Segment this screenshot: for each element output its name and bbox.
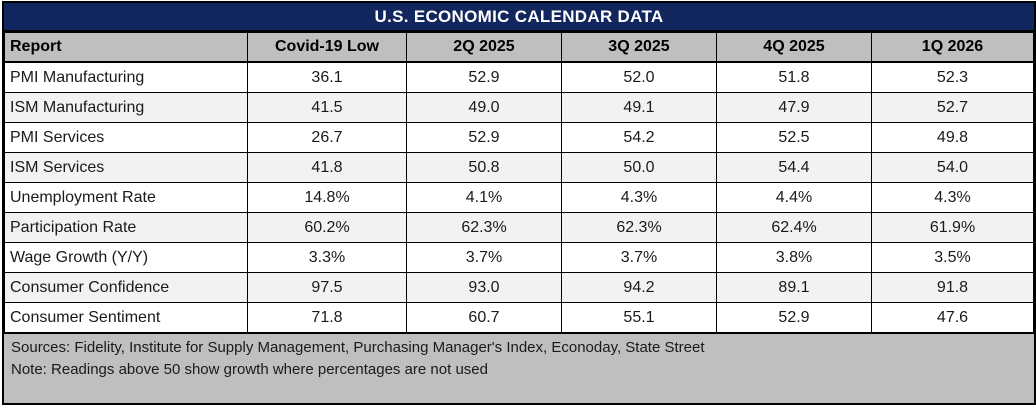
report-cell: PMI Manufacturing <box>4 61 248 93</box>
report-cell: Unemployment Rate <box>4 182 248 213</box>
value-cell: 54.2 <box>561 122 717 153</box>
column-header-covid-19-low: Covid-19 Low <box>247 32 407 63</box>
value-cell: 52.5 <box>716 122 872 153</box>
value-cell: 52.7 <box>871 92 1034 123</box>
value-cell: 49.1 <box>561 92 717 123</box>
column-header-2q-2025: 2Q 2025 <box>406 32 562 63</box>
value-cell: 3.7% <box>561 242 717 273</box>
column-header-3q-2025: 3Q 2025 <box>561 32 717 63</box>
table-row: Consumer Confidence 97.5 93.0 94.2 89.1 91.8 <box>4 272 1034 303</box>
value-cell: 54.4 <box>716 152 872 183</box>
value-cell: 4.3% <box>871 182 1034 213</box>
value-cell: 62.3% <box>561 212 717 243</box>
value-cell: 61.9% <box>871 212 1034 243</box>
value-cell: 62.4% <box>716 212 872 243</box>
value-cell: 26.7 <box>247 122 407 153</box>
value-cell: 49.8 <box>871 122 1034 153</box>
value-cell: 36.1 <box>247 61 407 93</box>
value-cell: 51.8 <box>716 61 872 93</box>
table-row: Consumer Sentiment 71.8 60.7 55.1 52.9 47.6 <box>4 302 1034 333</box>
value-cell: 91.8 <box>871 272 1034 303</box>
value-cell: 47.6 <box>871 302 1034 333</box>
value-cell: 62.3% <box>406 212 562 243</box>
column-header-4q-2025: 4Q 2025 <box>716 32 872 63</box>
sources-note: Sources: Fidelity, Institute for Supply … <box>11 339 705 356</box>
value-cell: 14.8% <box>247 182 407 213</box>
table-row: Participation Rate 60.2% 62.3% 62.3% 62.4% 61… <box>4 212 1034 243</box>
table-row: PMI Manufacturing 36.1 52.9 52.0 51.8 52.3 <box>4 61 1034 93</box>
report-cell: ISM Services <box>4 152 248 183</box>
table-row: ISM Services 41.8 50.8 50.0 54.4 54.0 <box>4 152 1034 183</box>
table-row: Unemployment Rate 14.8% 4.1% 4.3% 4.4% 4.3% <box>4 182 1034 213</box>
value-cell: 55.1 <box>561 302 717 333</box>
value-cell: 3.5% <box>871 242 1034 273</box>
value-cell: 50.0 <box>561 152 717 183</box>
table-row: PMI Services 26.7 52.9 54.2 52.5 49.8 <box>4 122 1034 153</box>
value-cell: 52.3 <box>871 61 1034 93</box>
table-row: ISM Manufacturing 41.5 49.0 49.1 47.9 52.7 <box>4 92 1034 123</box>
table-title: U.S. ECONOMIC CALENDAR DATA <box>4 3 1034 32</box>
value-cell: 47.9 <box>716 92 872 123</box>
report-cell: Consumer Confidence <box>4 272 248 303</box>
table-row: Wage Growth (Y/Y) 3.3% 3.7% 3.7% 3.8% 3.5% <box>4 242 1034 273</box>
value-cell: 3.7% <box>406 242 562 273</box>
value-cell: 3.8% <box>716 242 872 273</box>
column-header-report: Report <box>4 32 248 63</box>
report-cell: Wage Growth (Y/Y) <box>4 242 248 273</box>
value-cell: 50.8 <box>406 152 562 183</box>
report-cell: Participation Rate <box>4 212 248 243</box>
value-cell: 52.9 <box>406 122 562 153</box>
value-cell: 93.0 <box>406 272 562 303</box>
report-cell: Consumer Sentiment <box>4 302 248 333</box>
value-cell: 54.0 <box>871 152 1034 183</box>
value-cell: 97.5 <box>247 272 407 303</box>
growth-note: Note: Readings above 50 show growth wher… <box>11 361 488 378</box>
report-cell: PMI Services <box>4 122 248 153</box>
table-footnotes: Sources: Fidelity, Institute for Supply … <box>4 333 1034 403</box>
value-cell: 60.7 <box>406 302 562 333</box>
value-cell: 41.8 <box>247 152 407 183</box>
value-cell: 94.2 <box>561 272 717 303</box>
value-cell: 89.1 <box>716 272 872 303</box>
value-cell: 60.2% <box>247 212 407 243</box>
value-cell: 52.9 <box>716 302 872 333</box>
value-cell: 52.0 <box>561 61 717 93</box>
value-cell: 52.9 <box>406 61 562 93</box>
value-cell: 4.3% <box>561 182 717 213</box>
value-cell: 41.5 <box>247 92 407 123</box>
value-cell: 4.4% <box>716 182 872 213</box>
value-cell: 71.8 <box>247 302 407 333</box>
report-cell: ISM Manufacturing <box>4 92 248 123</box>
header-row: Report Covid-19 Low 2Q 2025 3Q 2025 4Q 2025 1… <box>4 32 1034 63</box>
economic-calendar-table: Report Covid-19 Low 2Q 2025 3Q 2025 4Q 2025 1… <box>4 32 1034 333</box>
value-cell: 3.3% <box>247 242 407 273</box>
value-cell: 4.1% <box>406 182 562 213</box>
column-header-1q-2026: 1Q 2026 <box>871 32 1034 63</box>
value-cell: 49.0 <box>406 92 562 123</box>
